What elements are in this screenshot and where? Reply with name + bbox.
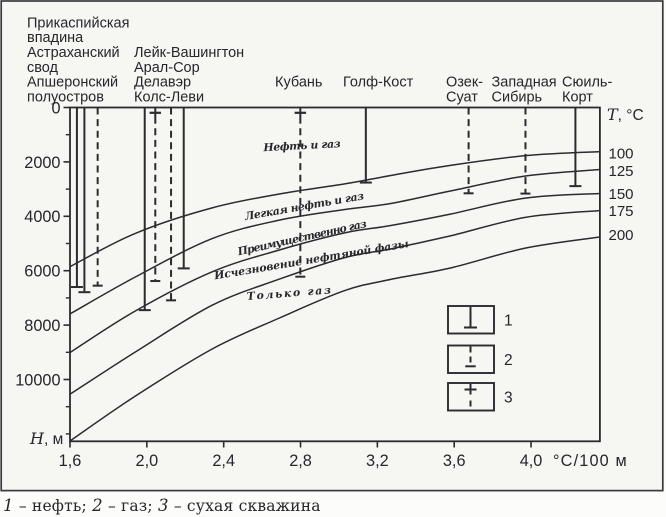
well-label: Делавэр	[134, 75, 191, 91]
well-label: полуостров	[27, 90, 104, 106]
x-tick-label: 3,6	[443, 452, 466, 470]
well-label: Апшеронский	[27, 75, 118, 91]
well-label: Прикаспийская	[27, 15, 129, 31]
well-label: Сибирь	[492, 90, 543, 106]
legend-box	[447, 382, 495, 412]
well-label: Астраханский	[27, 45, 120, 61]
well-label: Лейк-Вашингтон	[134, 45, 244, 61]
well-4	[138, 107, 151, 312]
figure-border	[0, 0, 664, 492]
right-axis-temp-label: 175	[609, 203, 634, 220]
well-label: Кубань	[275, 75, 322, 91]
x-tick-label: 1,6	[59, 452, 82, 470]
well-label: Суат	[446, 90, 478, 106]
well-3	[92, 107, 103, 287]
well-label: свод	[27, 60, 59, 76]
isotherm-curve-150	[69, 192, 600, 354]
y-tick-label: 2000	[24, 154, 60, 172]
legend-number: 2	[504, 352, 513, 369]
right-axis-temp-label: 200	[609, 227, 634, 244]
isotherm-curve-175	[69, 209, 600, 395]
well-1	[70, 107, 83, 289]
y-tick-label: 10000	[15, 371, 60, 389]
right-axis-title: T, °C	[607, 105, 644, 124]
well-8	[294, 107, 307, 278]
well-label: Колс-Леви	[134, 90, 204, 106]
x-tick-label: 2,4	[212, 452, 235, 470]
well-5	[149, 107, 161, 283]
well-label: впадина	[27, 30, 84, 46]
y-tick-label: 6000	[24, 263, 60, 281]
right-axis-temp-label: 125	[609, 163, 634, 180]
well-11	[520, 107, 531, 195]
right-axis-temp-label: 100	[609, 145, 634, 162]
isotherm-curve-100	[69, 150, 600, 268]
well-lines	[70, 107, 582, 312]
legend-box	[447, 305, 495, 335]
well-7	[177, 107, 190, 270]
x-tick-label: 4,0	[520, 452, 543, 470]
figure-caption: 1 – нефть; 2 – газ; 3 – сухая скважина	[3, 496, 321, 515]
right-axis-temp-label: 150	[609, 186, 634, 203]
x-axis-unit-label: °C/100 м	[553, 452, 628, 470]
well-6	[166, 107, 177, 302]
well-label: Сюиль-	[562, 75, 612, 91]
legend-item-1	[447, 305, 495, 335]
well-9	[359, 107, 372, 184]
isotherm-curve-200	[69, 236, 601, 442]
x-tick-label: 2,0	[136, 452, 159, 470]
well-label: Голф-Кост	[343, 75, 414, 91]
well-label: Западная	[492, 75, 557, 91]
y-axis-title: Н, м	[29, 429, 63, 448]
x-tick-label: 2,8	[289, 452, 312, 470]
legend: 1 2 3	[447, 305, 513, 412]
y-tick-label: 4000	[24, 208, 60, 226]
legend-number: 1	[504, 312, 513, 329]
legend-item-3	[447, 382, 495, 412]
well-12	[569, 107, 582, 188]
isotherm-curves	[69, 150, 601, 442]
plot-frame	[69, 106, 601, 443]
well-10	[463, 107, 474, 195]
axes	[63, 106, 601, 448]
legend-item-2	[447, 344, 495, 374]
y-tick-label: 8000	[24, 317, 60, 335]
well-label: Корт	[562, 90, 593, 106]
well-label: Озек-	[446, 75, 483, 91]
legend-box	[447, 344, 495, 374]
well-label: Арал-Сор	[134, 60, 200, 76]
isotherm-curve-125	[69, 168, 600, 315]
zone-label: Нефть и газ	[262, 137, 341, 154]
y-tick-label: 0	[51, 99, 60, 117]
well-2	[78, 107, 91, 294]
legend-number: 3	[504, 389, 513, 406]
x-tick-label: 3,2	[366, 452, 389, 470]
